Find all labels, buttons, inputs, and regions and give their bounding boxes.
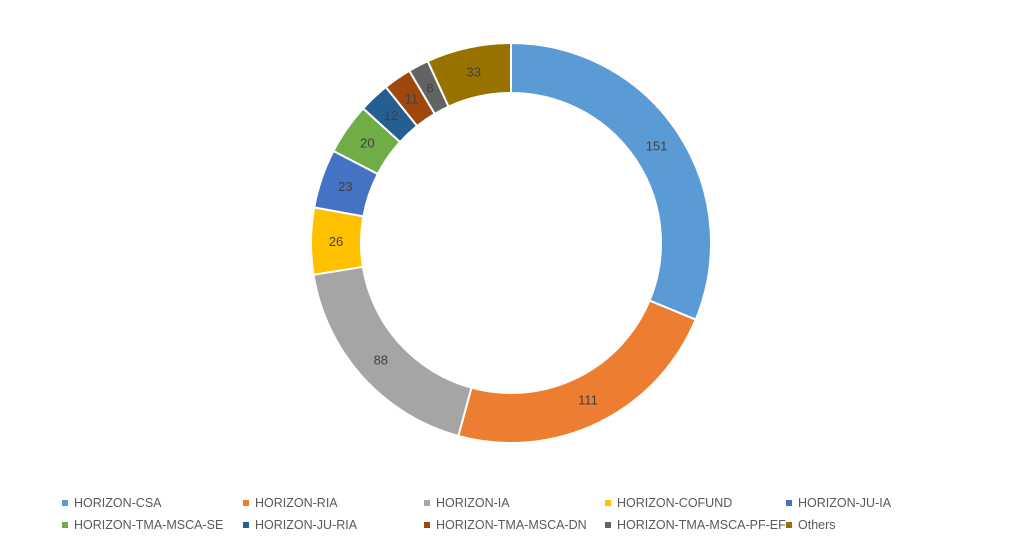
data-label-horizon-tma-msca-pf-ef: 8 <box>426 80 433 95</box>
legend-item-horizon-ju-ria[interactable]: HORIZON-JU-RIA <box>243 518 424 532</box>
legend-label: HORIZON-RIA <box>255 496 338 510</box>
data-label-horizon-csa: 151 <box>646 138 668 153</box>
legend-label: HORIZON-IA <box>436 496 510 510</box>
legend-item-horizon-ia[interactable]: HORIZON-IA <box>424 496 605 510</box>
data-label-horizon-cofund: 26 <box>329 234 343 249</box>
slice-horizon-ia[interactable] <box>312 265 473 438</box>
legend-swatch <box>424 522 430 528</box>
legend-label: HORIZON-JU-RIA <box>255 518 358 532</box>
legend-swatch <box>424 500 430 506</box>
legend-label: HORIZON-JU-IA <box>798 496 892 510</box>
donut-chart: 151 111 88 26 23 20 12 11 8 33 <box>310 41 712 444</box>
legend-item-horizon-cofund[interactable]: HORIZON-COFUND <box>605 496 786 510</box>
legend-item-horizon-ria[interactable]: HORIZON-RIA <box>243 496 424 510</box>
legend-label: HORIZON-TMA-MSCA-SE <box>74 518 224 532</box>
legend-swatch <box>62 522 68 528</box>
legend-swatch <box>243 500 249 506</box>
legend-label: HORIZON-COFUND <box>617 496 733 510</box>
data-label-horizon-tma-msca-dn: 11 <box>405 92 419 107</box>
legend-label: HORIZON-TMA-MSCA-PF-EF <box>617 518 786 532</box>
data-label-horizon-tma-msca-se: 20 <box>360 136 374 151</box>
legend-item-horizon-tma-msca-dn[interactable]: HORIZON-TMA-MSCA-DN <box>424 518 605 532</box>
data-labels-group: 151 111 88 26 23 20 12 11 8 33 <box>329 65 668 408</box>
slice-horizon-ria[interactable] <box>457 299 698 444</box>
legend-item-horizon-csa[interactable]: HORIZON-CSA <box>62 496 243 510</box>
legend-label: Others <box>798 518 836 532</box>
data-label-horizon-ju-ia: 23 <box>338 179 352 194</box>
legend-swatch <box>605 500 611 506</box>
legend-item-horizon-tma-msca-se[interactable]: HORIZON-TMA-MSCA-SE <box>62 518 243 532</box>
data-label-horizon-ia: 88 <box>374 352 388 367</box>
data-label-horizon-ju-ria: 12 <box>384 108 398 123</box>
legend-item-others[interactable]: Others <box>786 518 986 532</box>
legend-item-horizon-ju-ia[interactable]: HORIZON-JU-IA <box>786 496 986 510</box>
legend-swatch <box>786 500 792 506</box>
legend-swatch <box>62 500 68 506</box>
legend-swatch <box>605 522 611 528</box>
legend-label: HORIZON-CSA <box>74 496 162 510</box>
slice-horizon-csa[interactable] <box>510 41 712 321</box>
legend-label: HORIZON-TMA-MSCA-DN <box>436 518 587 532</box>
slice-others[interactable] <box>426 41 512 108</box>
legend: HORIZON-CSA HORIZON-RIA HORIZON-IA HORIZON-… <box>62 496 1022 532</box>
slices-group <box>310 41 712 444</box>
legend-item-horizon-tma-msca-pf-ef[interactable]: HORIZON-TMA-MSCA-PF-EF <box>605 518 786 532</box>
data-label-others: 33 <box>466 65 480 80</box>
legend-swatch <box>786 522 792 528</box>
data-label-horizon-ria: 111 <box>578 393 598 408</box>
legend-swatch <box>243 522 249 528</box>
